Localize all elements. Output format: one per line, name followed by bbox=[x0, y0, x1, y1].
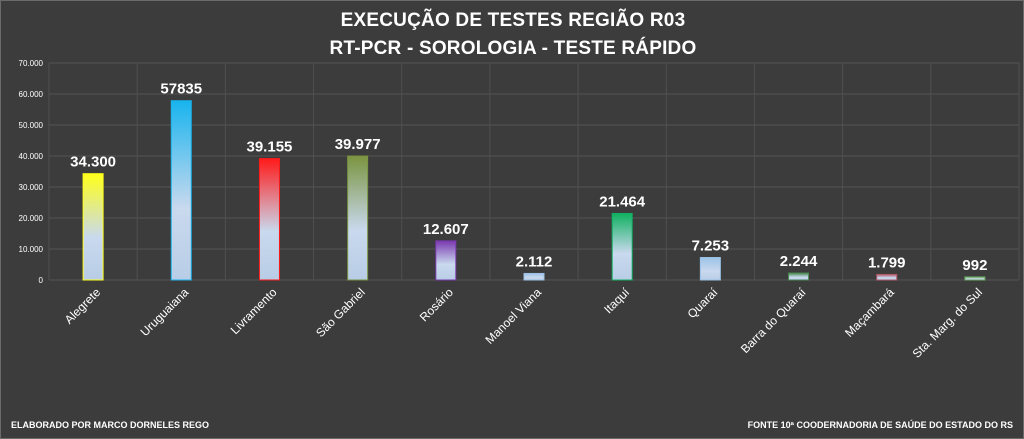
x-tick-label: Sta. Marg. do Sul bbox=[910, 285, 985, 360]
y-tick-label: 70.000 bbox=[19, 59, 44, 68]
x-tick-label: Quaraí bbox=[685, 285, 721, 321]
footer-author: ELABORADO POR MARCO DORNELES REGO bbox=[11, 420, 210, 430]
footer-source: FONTE 10ª COODERNADORIA DE SAÚDE DO ESTA… bbox=[747, 420, 1013, 430]
data-label: 992 bbox=[962, 257, 987, 274]
y-tick-label: 60.000 bbox=[19, 90, 44, 99]
x-tick-label: São Gabriel bbox=[313, 285, 368, 340]
y-tick-label: 50.000 bbox=[19, 121, 44, 130]
y-tick-label: 0 bbox=[39, 276, 44, 285]
data-label: 1.799 bbox=[868, 254, 906, 271]
bar bbox=[435, 240, 457, 281]
data-label: 12.607 bbox=[423, 221, 469, 238]
bar bbox=[170, 100, 192, 281]
x-tick-label: Barra do Quaraí bbox=[738, 285, 809, 356]
x-tick-label: Livramento bbox=[228, 285, 280, 337]
bar bbox=[258, 158, 280, 281]
data-label: 7.253 bbox=[692, 238, 730, 255]
bar bbox=[788, 272, 810, 281]
x-tick-label: Manoel Viana bbox=[482, 285, 544, 347]
data-label: 2.244 bbox=[780, 253, 818, 270]
x-tick-label: Rosário bbox=[417, 285, 456, 324]
x-tick-label: Uruguaiana bbox=[138, 285, 192, 339]
bar bbox=[523, 272, 545, 281]
chart-title: EXECUÇÃO DE TESTES REGIÃO R03 bbox=[340, 10, 686, 31]
bar bbox=[699, 257, 721, 281]
data-label: 57835 bbox=[160, 81, 202, 98]
y-tick-label: 10.000 bbox=[19, 245, 44, 254]
data-label: 21.464 bbox=[599, 193, 646, 210]
x-tick-label: Maçambará bbox=[842, 285, 897, 340]
y-tick-label: 20.000 bbox=[19, 214, 44, 223]
data-label: 39.155 bbox=[247, 139, 293, 156]
x-tick-label: Alegrete bbox=[62, 285, 104, 327]
data-label: 34.300 bbox=[70, 154, 116, 171]
bar bbox=[964, 276, 986, 281]
bar bbox=[82, 173, 104, 281]
bar bbox=[876, 273, 898, 281]
data-label: 2.112 bbox=[516, 253, 553, 270]
bar bbox=[347, 155, 369, 281]
chart-subtitle: RT-PCR - SOROLOGIA - TESTE RÁPIDO bbox=[329, 38, 697, 59]
y-tick-label: 30.000 bbox=[19, 183, 44, 192]
data-label: 39.977 bbox=[335, 136, 381, 153]
bar bbox=[611, 212, 633, 281]
y-tick-label: 40.000 bbox=[19, 152, 44, 161]
x-tick-label: Itaquí bbox=[601, 285, 633, 317]
